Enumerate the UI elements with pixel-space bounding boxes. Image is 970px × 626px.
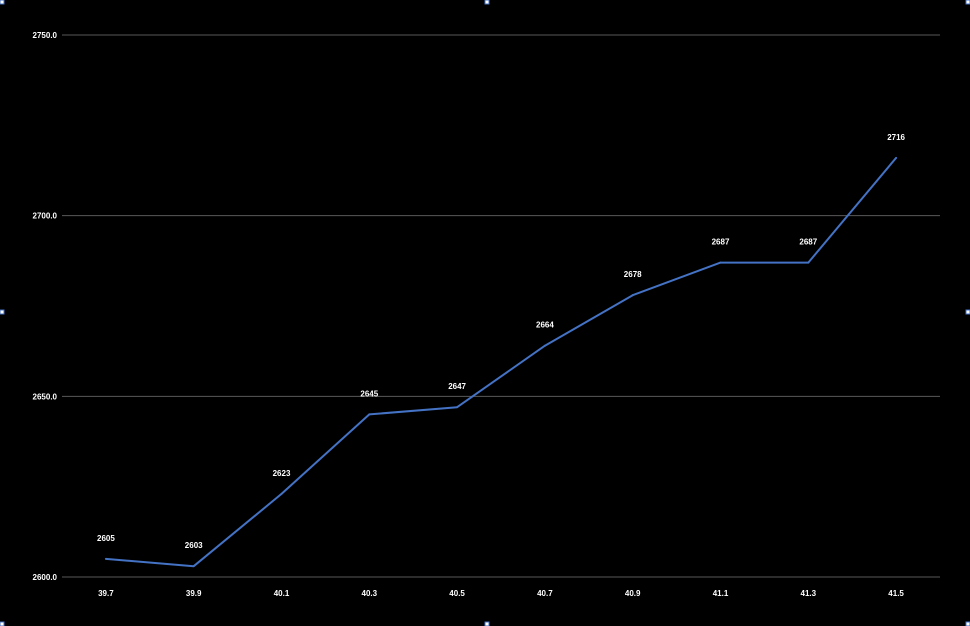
resize-handle[interactable] (965, 621, 970, 626)
data-label: 2603 (185, 541, 203, 550)
y-tick-label: 2700.0 (33, 212, 58, 221)
x-tick-label: 39.9 (186, 589, 202, 598)
data-point (719, 261, 722, 264)
data-point (104, 557, 107, 560)
data-point (456, 406, 459, 409)
y-tick-label: 2650.0 (33, 392, 58, 401)
data-label: 2678 (624, 270, 642, 279)
resize-handle[interactable] (484, 0, 490, 5)
data-point (280, 492, 283, 495)
data-label: 2687 (799, 238, 817, 247)
data-label: 2623 (273, 469, 291, 478)
x-tick-label: 40.1 (274, 589, 290, 598)
x-tick-label: 41.3 (801, 589, 817, 598)
y-tick-label: 2750.0 (33, 31, 58, 40)
data-labels: 2605 2603 2623 2645 2647 2664 2678 2687 2687 2716 (97, 133, 906, 550)
data-point (631, 294, 634, 297)
x-tick-label: 41.5 (888, 589, 904, 598)
data-point (895, 156, 898, 159)
x-tick-label: 40.9 (625, 589, 641, 598)
gridlines (62, 34, 940, 578)
resize-handle[interactable] (0, 309, 5, 315)
x-tick-label: 39.7 (98, 589, 114, 598)
data-point (192, 565, 195, 568)
resize-handle[interactable] (0, 0, 5, 5)
resize-handle[interactable] (965, 0, 970, 5)
data-point (807, 261, 810, 264)
resize-handle[interactable] (965, 309, 970, 315)
data-label: 2716 (887, 133, 905, 142)
data-point (543, 344, 546, 347)
data-label: 2645 (360, 389, 378, 398)
x-tick-label: 40.5 (449, 589, 465, 598)
data-label: 2664 (536, 321, 554, 330)
x-tick-label: 40.3 (362, 589, 378, 598)
data-point (368, 413, 371, 416)
x-tick-label: 40.7 (537, 589, 553, 598)
y-tick-label: 2600.0 (33, 573, 58, 582)
y-axis-tick-labels: 2600.0 2650.0 2700.0 2750.0 (33, 31, 58, 582)
x-axis-tick-labels: 39.7 39.9 40.1 40.3 40.5 40.7 40.9 41.1 41.3 41.5 (98, 589, 904, 598)
data-label: 2687 (712, 238, 730, 247)
resize-handle[interactable] (484, 621, 490, 626)
x-tick-label: 41.1 (713, 589, 729, 598)
series-line (105, 157, 897, 568)
data-label: 2647 (448, 382, 466, 391)
resize-handle[interactable] (0, 621, 5, 626)
series-layer (104, 156, 898, 568)
data-label: 2605 (97, 534, 115, 543)
